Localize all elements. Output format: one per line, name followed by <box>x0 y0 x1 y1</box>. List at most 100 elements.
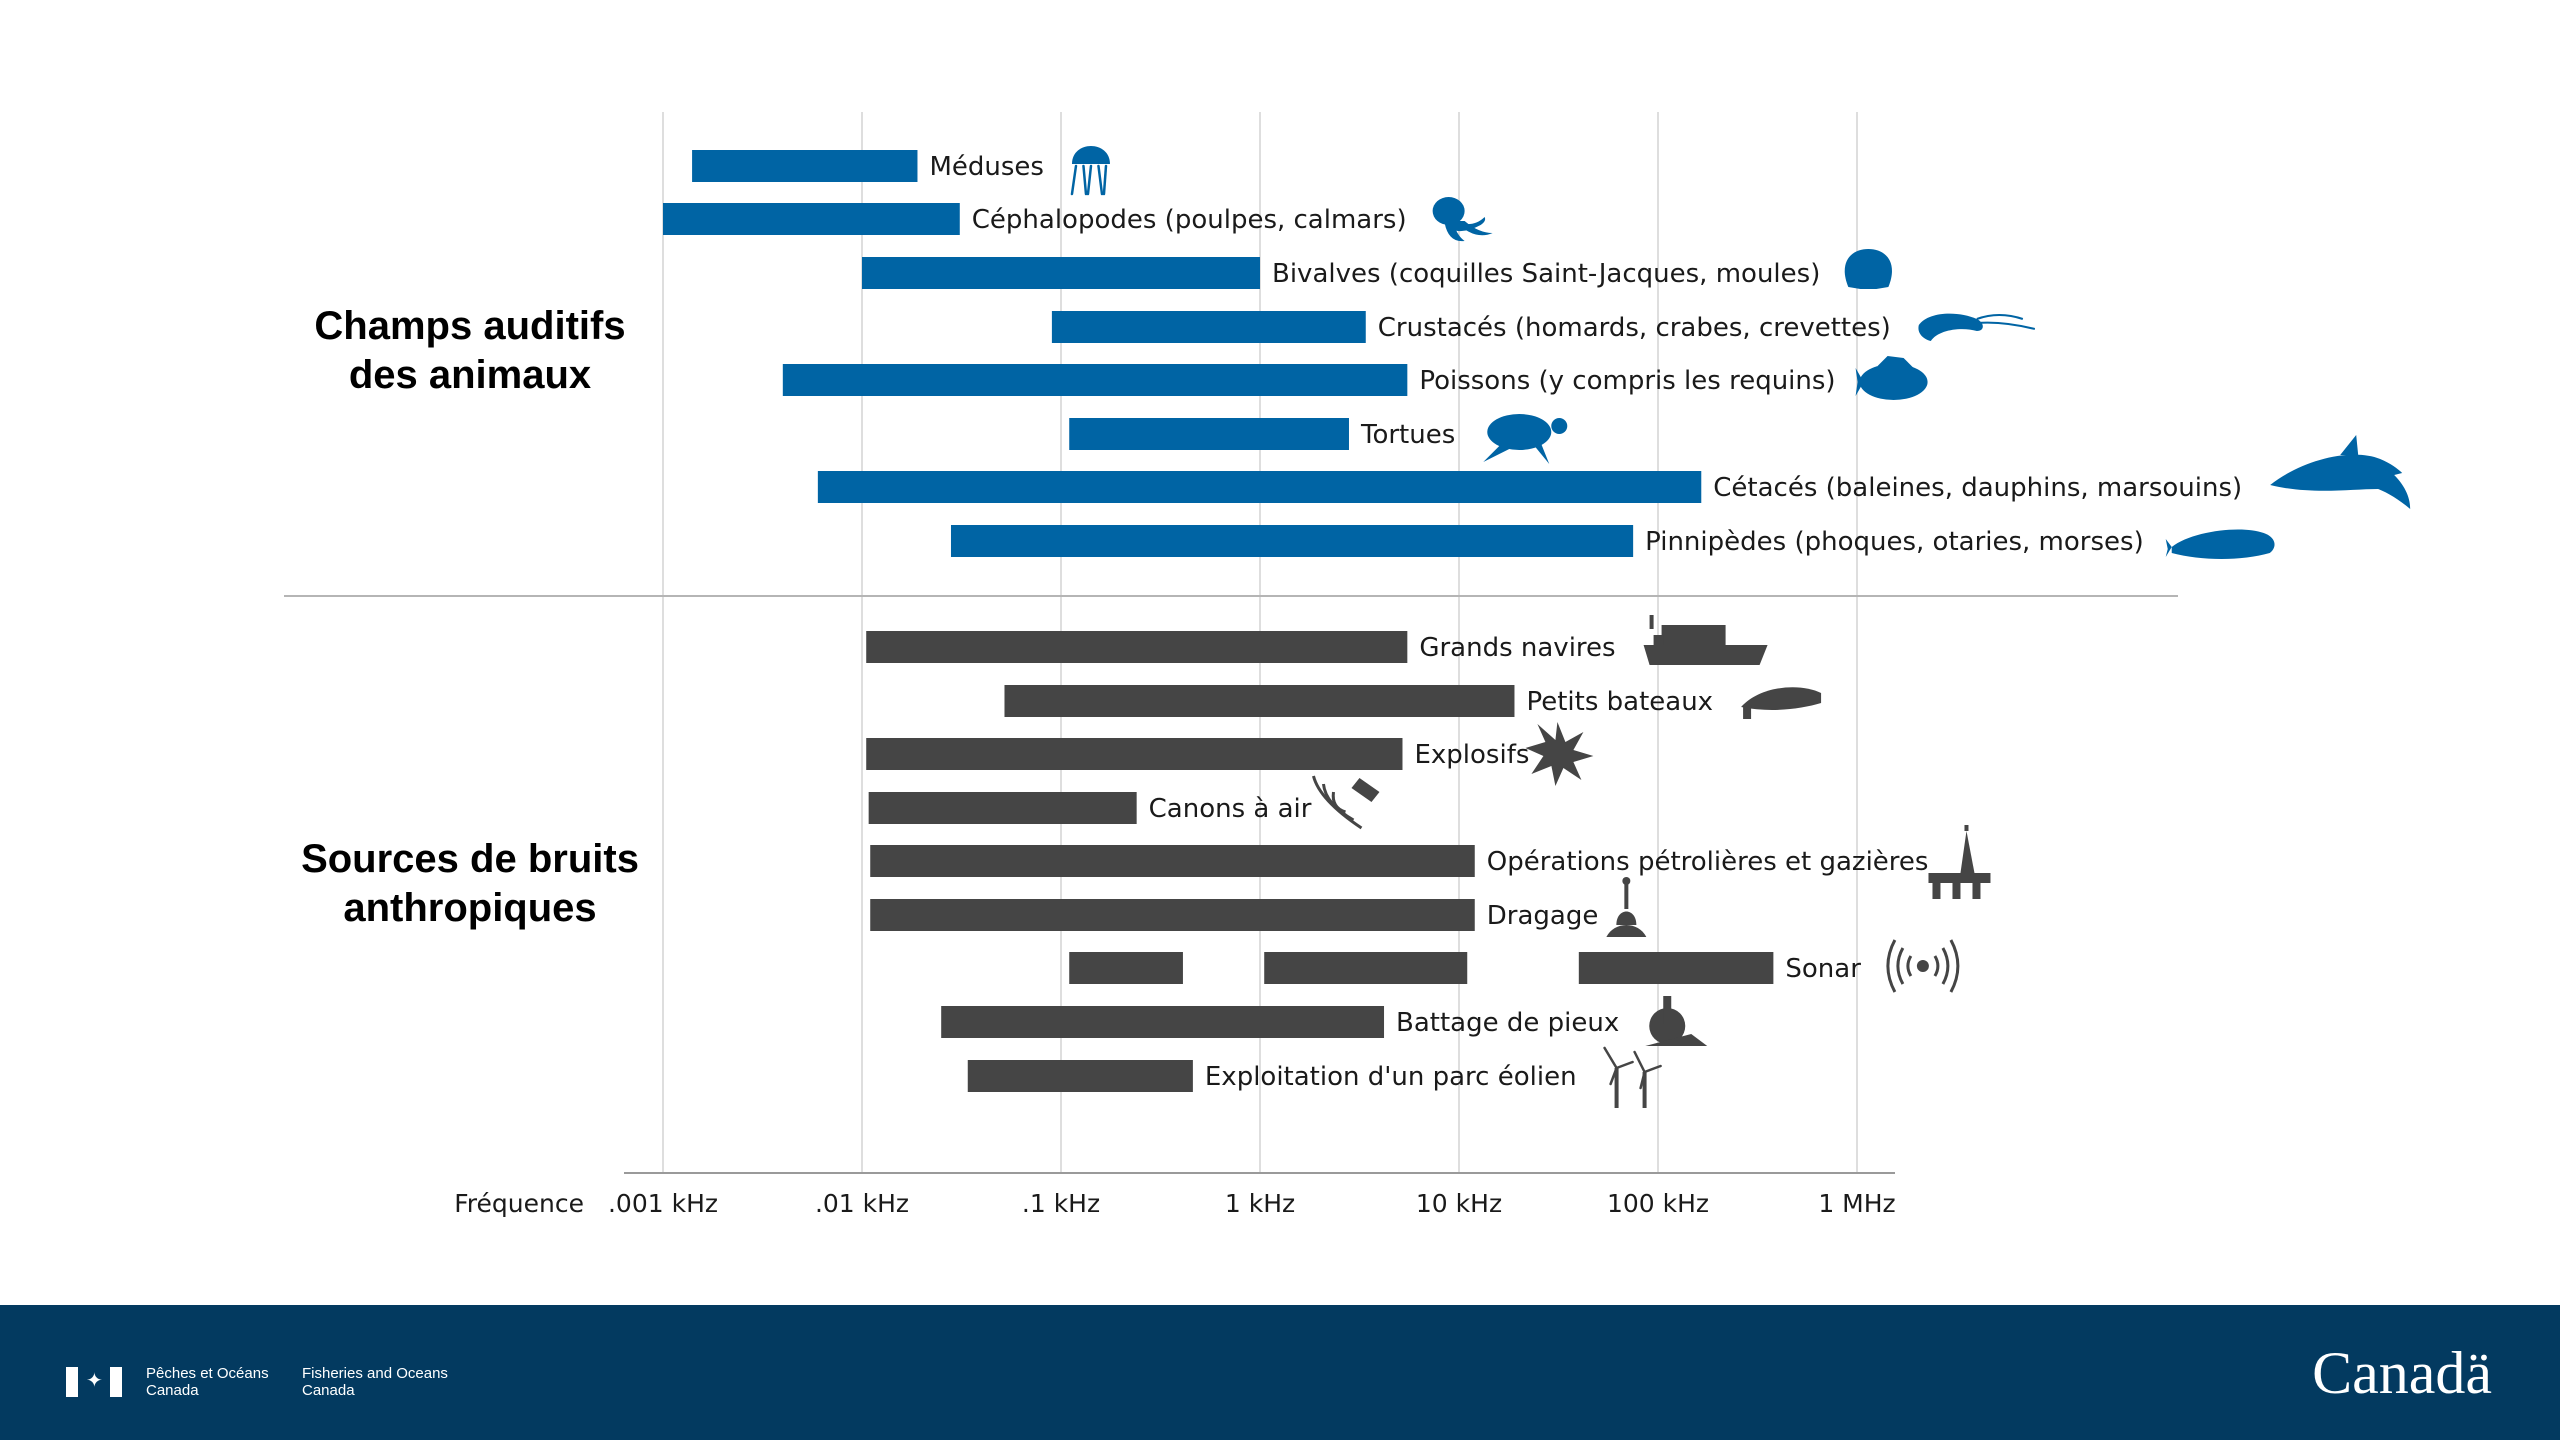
wave-right-2 <box>1941 947 1950 985</box>
x-tick-label-5: 100 kHz <box>1607 1189 1709 1218</box>
antenna-1 <box>1976 314 2024 320</box>
arm-2 <box>1444 223 1465 242</box>
canada-flag-icon: ✦ <box>66 1367 122 1397</box>
wind-turbine-icon <box>1603 1046 1662 1108</box>
canada-wordmark: Canadä <box>2312 1340 2492 1406</box>
wave-left-1 <box>1906 955 1913 977</box>
tentacle-2 <box>1086 164 1093 196</box>
jellyfish-icon <box>1070 146 1110 196</box>
flipper-front <box>1531 442 1550 464</box>
x-axis-label: Fréquence <box>454 1189 584 1218</box>
bar-label-1-2: Explosifs <box>1414 740 1529 770</box>
range-bar-0-5-0 <box>1069 418 1349 450</box>
leg-1 <box>1932 883 1941 899</box>
blade-2c <box>1639 1070 1646 1090</box>
mast <box>1649 615 1654 629</box>
range-bar-1-2-0 <box>866 738 1403 770</box>
bar-label-0-2: Bivalves (coquilles Saint-Jacques, moule… <box>1272 259 1820 289</box>
group-title-1-line-0: Sources de bruits <box>301 837 639 881</box>
derrick-top <box>1964 825 1969 831</box>
blade-1b <box>1615 1060 1634 1070</box>
scallop-icon <box>1844 249 1892 289</box>
department-name-fr: Pêches et Océans Canada <box>146 1365 269 1399</box>
hull <box>1741 687 1822 710</box>
range-bar-0-1-0 <box>663 203 960 235</box>
range-bar-1-5-0 <box>870 899 1475 931</box>
wave-2 <box>1312 775 1363 830</box>
burst <box>1525 722 1594 786</box>
x-tick-label-6: 1 MHz <box>1818 1189 1895 1218</box>
bar-label-1-7: Battage de pieux <box>1396 1008 1619 1038</box>
x-tick-label-4: 10 kHz <box>1416 1189 1502 1218</box>
arm-3 <box>1454 221 1493 236</box>
leg-2 <box>1952 883 1961 899</box>
bar-label-0-6: Cétacés (baleines, dauphins, marsouins) <box>1713 473 2242 503</box>
body <box>2270 454 2411 509</box>
dorsal-fin <box>1877 356 1914 368</box>
gun <box>1351 778 1380 802</box>
range-bar-1-6-2 <box>1578 952 1774 984</box>
bar-label-1-4: Opérations pétrolières et gazières <box>1487 847 1929 877</box>
antenna-2 <box>1976 321 2036 330</box>
sonar-icon <box>1886 939 1960 993</box>
bar-label-1-0: Grands navires <box>1419 633 1615 663</box>
bar-label-0-3: Crustacés (homards, crabes, crevettes) <box>1378 313 1891 343</box>
body <box>1859 364 1928 400</box>
range-bar-0-7-0 <box>950 525 1634 557</box>
boom <box>1624 881 1629 909</box>
blade-1a <box>1603 1046 1618 1070</box>
shell <box>1487 414 1552 450</box>
range-bar-1-7-0 <box>941 1006 1385 1038</box>
group-title-0-line-1: des animaux <box>349 353 591 397</box>
turtle-icon <box>1483 414 1568 464</box>
department-fr-line1: Pêches et Océans <box>146 1365 269 1382</box>
bar-label-1-6: Sonar <box>1785 954 1861 984</box>
body <box>2171 529 2275 559</box>
bar-label-0-4: Poissons (y compris les requins) <box>1419 366 1835 396</box>
tower-1 <box>1614 1068 1619 1108</box>
octopus-icon <box>1432 197 1493 242</box>
range-bar-0-2-0 <box>862 257 1260 289</box>
hearing-noise-chart: .001 kHz .01 kHz .1 kHz 1 kHz 10 kHz 100 kHz 1… <box>284 112 2411 1218</box>
bridge <box>1653 635 1664 645</box>
range-bar-1-6-1 <box>1264 952 1468 984</box>
containers <box>1661 625 1726 645</box>
flipper-back <box>1483 442 1512 462</box>
range-bar-1-0-0 <box>866 631 1408 663</box>
motor <box>1743 705 1752 719</box>
head <box>1551 418 1568 434</box>
group-title-1-line-1: anthropiques <box>343 886 596 930</box>
department-fr-line2: Canada <box>146 1382 199 1399</box>
tentacle-4 <box>1102 164 1108 196</box>
bell <box>1071 146 1110 164</box>
x-tick-label-0: .001 kHz <box>608 1189 718 1218</box>
pile-driving-icon <box>1645 996 1708 1046</box>
blade-2a <box>1633 1050 1646 1074</box>
derrick <box>1960 831 1975 873</box>
head <box>1432 197 1465 225</box>
shrimp-icon <box>1918 313 2036 341</box>
seal-icon <box>2165 529 2275 559</box>
range-bar-0-4-0 <box>782 364 1408 396</box>
tower-2 <box>1642 1072 1647 1108</box>
range-bar-0-0-0 <box>692 150 918 182</box>
department-name-en: Fisheries and Oceans Canada <box>302 1365 448 1399</box>
bar-label-1-1: Petits bateaux <box>1526 687 1713 717</box>
group-title-0-line-0: Champs auditifs <box>314 304 625 348</box>
bar-label-0-0: Méduses <box>929 152 1043 182</box>
wave-right-3 <box>1949 939 1960 993</box>
bar-label-1-3: Canons à air <box>1149 794 1312 824</box>
fish-icon <box>1855 356 1928 400</box>
department-en-line2: Canada <box>302 1382 355 1399</box>
wave-right-1 <box>1933 955 1940 977</box>
tail <box>2165 539 2172 557</box>
wave-left-2 <box>1896 947 1905 985</box>
bucket-pile <box>1606 925 1647 937</box>
tentacle-3 <box>1097 164 1104 196</box>
dolphin-icon <box>2270 435 2411 509</box>
blade-1c <box>1609 1066 1618 1086</box>
range-bar-1-1-0 <box>1004 685 1515 717</box>
range-bar-0-6-0 <box>817 471 1702 503</box>
ground <box>1645 1034 1708 1046</box>
shell <box>1844 249 1892 289</box>
